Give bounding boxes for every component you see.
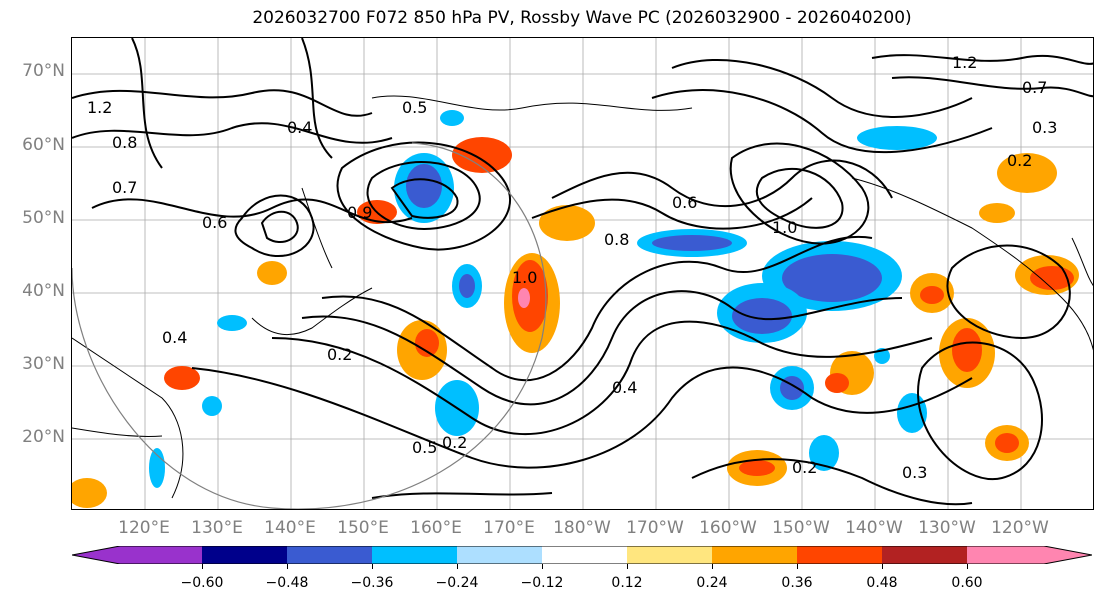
- colorbar-segment: [627, 546, 712, 564]
- contour-label: 0.9: [347, 203, 372, 222]
- colorbar-tick: [797, 564, 798, 569]
- colorbar-segment: [202, 546, 287, 564]
- colorbar-tick: [202, 564, 203, 569]
- lat-label-50n: 50°N: [22, 208, 65, 228]
- contour-label: 0.5: [402, 98, 427, 117]
- contour-label: 1.0: [512, 268, 537, 287]
- colorbar-segment: [712, 546, 797, 564]
- colorbar-tick-label: −0.60: [180, 575, 224, 591]
- lon-label: 140°E: [264, 518, 316, 538]
- colorbar-tick: [457, 564, 458, 569]
- graticule: [72, 38, 1093, 509]
- contour-label: 0.3: [1032, 118, 1057, 137]
- contour-label: 0.4: [162, 328, 187, 347]
- colorbar-tick-label: −0.12: [520, 575, 564, 591]
- contour-label: 1.0: [772, 218, 797, 237]
- lon-label: 170°W: [626, 518, 684, 538]
- contour-label: 0.8: [112, 133, 137, 152]
- contour-label: 0.3: [902, 463, 927, 482]
- colorbar-tick: [712, 564, 713, 569]
- colorbar-tick-label: 0.12: [611, 575, 643, 591]
- contour-label: 0.7: [1022, 78, 1047, 97]
- colorbar: [72, 546, 1092, 564]
- lon-label: 120°E: [118, 518, 170, 538]
- contour-label: 0.4: [287, 118, 312, 137]
- lon-label: 150°W: [772, 518, 830, 538]
- colorbar-tick: [372, 564, 373, 569]
- colorbar-tick-label: 0.36: [781, 575, 813, 591]
- colorbar-segment: [457, 546, 542, 564]
- colorbar-tick: [542, 564, 543, 569]
- lon-label: 130°W: [918, 518, 976, 538]
- lat-label-40n: 40°N: [22, 281, 65, 301]
- contour-label: 1.2: [87, 98, 112, 117]
- contour-label-group: 0.8 1.2 0.7 0.3 0.5 0.4 0.6 0.2 1.0 0.2 …: [87, 53, 1057, 482]
- contour-label: 0.2: [1007, 151, 1032, 170]
- contour-label: 0.4: [612, 378, 637, 397]
- lat-label-70n: 70°N: [22, 61, 65, 81]
- colorbar-tick-label: 0.60: [951, 575, 983, 591]
- map-panel: 0.8 1.2 0.7 0.3 0.5 0.4 0.6 0.2 1.0 0.2 …: [71, 37, 1094, 510]
- colorbar-tick: [967, 564, 968, 569]
- map-title: 2026032700 F072 850 hPa PV, Rossby Wave …: [252, 8, 912, 28]
- contour-label: 0.6: [202, 213, 227, 232]
- colorbar-tick: [627, 564, 628, 569]
- contour-label: 1.2: [952, 53, 977, 72]
- colorbar-segment: [797, 546, 882, 564]
- coastlines: [72, 95, 1093, 499]
- lon-label: 140°W: [845, 518, 903, 538]
- lat-label-60n: 60°N: [22, 135, 65, 155]
- colorbar-tick: [287, 564, 288, 569]
- lon-label: 150°E: [337, 518, 389, 538]
- colorbar-tick-label: −0.36: [350, 575, 394, 591]
- colorbar-tick-label: −0.48: [265, 575, 309, 591]
- colorbar-segment: [72, 546, 202, 564]
- contour-label: 0.2: [442, 433, 467, 452]
- lon-label: 180°W: [553, 518, 611, 538]
- contour-label: 0.7: [112, 178, 137, 197]
- pv-contours: [72, 38, 1093, 506]
- lon-label: 160°E: [410, 518, 462, 538]
- reference-arc: [72, 142, 547, 509]
- contour-label: 0.2: [327, 345, 352, 364]
- lon-label: 130°E: [191, 518, 243, 538]
- contour-label: 0.2: [792, 458, 817, 477]
- colorbar-segment: [287, 546, 372, 564]
- contour-label: 0.6: [672, 193, 697, 212]
- contour-label: 0.8: [604, 230, 629, 249]
- lon-label: 170°E: [483, 518, 535, 538]
- colorbar-tick-label: 0.48: [866, 575, 898, 591]
- colorbar-tick-label: 0.24: [696, 575, 728, 591]
- colorbar-segment: [372, 546, 457, 564]
- shaded-anomalies: [72, 110, 1079, 508]
- colorbar-tick-label: −0.24: [435, 575, 479, 591]
- lon-label: 120°W: [991, 518, 1049, 538]
- lon-label: 160°W: [699, 518, 757, 538]
- lat-label-20n: 20°N: [22, 427, 65, 447]
- colorbar-segment: [542, 546, 627, 564]
- contour-label: 0.5: [412, 438, 437, 457]
- lat-label-30n: 30°N: [22, 354, 65, 374]
- map-canvas: 0.8 1.2 0.7 0.3 0.5 0.4 0.6 0.2 1.0 0.2 …: [72, 38, 1093, 509]
- colorbar-tick: [882, 564, 883, 569]
- colorbar-segment: [967, 546, 1092, 564]
- colorbar-segment: [882, 546, 967, 564]
